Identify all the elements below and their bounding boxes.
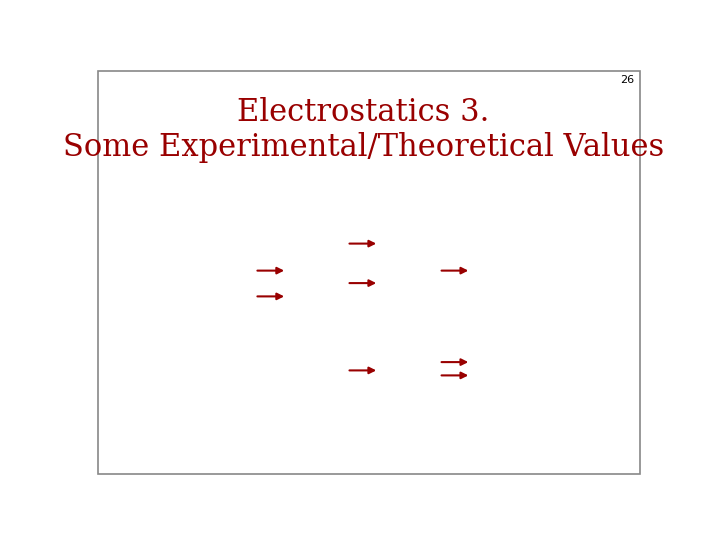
Text: Electrostatics 3.: Electrostatics 3. (237, 97, 490, 128)
Text: 26: 26 (620, 75, 634, 85)
Text: Some Experimental/Theoretical Values: Some Experimental/Theoretical Values (63, 132, 664, 164)
